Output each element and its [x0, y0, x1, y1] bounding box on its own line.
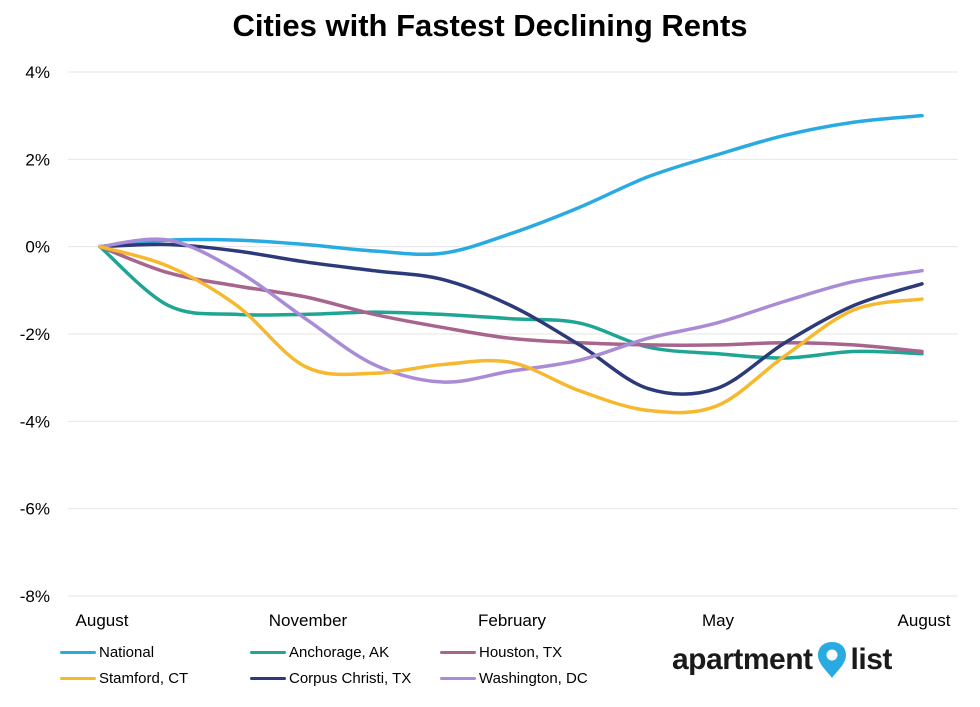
series-line-stamford-ct — [98, 244, 924, 415]
brand-text-before: apartment — [672, 643, 813, 676]
legend-item: Washington, DC — [440, 670, 588, 687]
legend-label: National — [99, 644, 155, 661]
legend-label: Corpus Christi, TX — [289, 670, 412, 687]
legend-item: Anchorage, AK — [250, 644, 389, 661]
map-pin-icon — [817, 642, 846, 678]
legend-label: Stamford, CT — [99, 670, 189, 687]
legend-swatch — [60, 677, 96, 680]
legend-label: Houston, TX — [479, 644, 563, 661]
brand-text-after: list — [850, 643, 893, 676]
legend-swatch — [440, 677, 476, 680]
legend-swatch — [250, 677, 286, 680]
series-line-anchorage-ak — [98, 244, 924, 360]
y-tick-label: 4% — [25, 63, 50, 82]
legend-item: Stamford, CT — [60, 670, 188, 687]
x-tick-label: August — [898, 611, 951, 630]
series-line-corpus-christi-tx — [98, 242, 924, 396]
x-tick-label: November — [269, 611, 348, 630]
x-tick-label: February — [478, 611, 547, 630]
legend-label: Washington, DC — [479, 670, 588, 687]
y-axis-ticks: 4% 2% 0% -2% -4% -6% -8% — [20, 63, 50, 606]
x-tick-label: August — [76, 611, 129, 630]
y-tick-label: -2% — [20, 325, 50, 344]
brand-logo: apartment list — [672, 640, 892, 680]
legend-item: Houston, TX — [440, 644, 562, 661]
legend-label: Anchorage, AK — [289, 644, 390, 661]
x-axis-ticks: August November February May August — [76, 611, 951, 630]
legend-item: Corpus Christi, TX — [250, 670, 411, 687]
x-tick-label: May — [702, 611, 735, 630]
y-tick-label: -8% — [20, 587, 50, 606]
y-tick-label: 0% — [25, 238, 50, 257]
series-lines — [98, 113, 924, 415]
y-tick-label: 2% — [25, 150, 50, 169]
y-tick-label: -6% — [20, 500, 50, 519]
y-tick-label: -4% — [20, 412, 50, 431]
gridlines — [68, 71, 958, 597]
legend-swatch — [250, 651, 286, 654]
series-line-washington-dc — [98, 237, 924, 384]
series-line-national — [98, 113, 924, 257]
chart-title: Cities with Fastest Declining Rents — [232, 8, 748, 43]
legend-swatch — [60, 651, 96, 654]
legend-swatch — [440, 651, 476, 654]
legend-item: National — [60, 644, 154, 661]
